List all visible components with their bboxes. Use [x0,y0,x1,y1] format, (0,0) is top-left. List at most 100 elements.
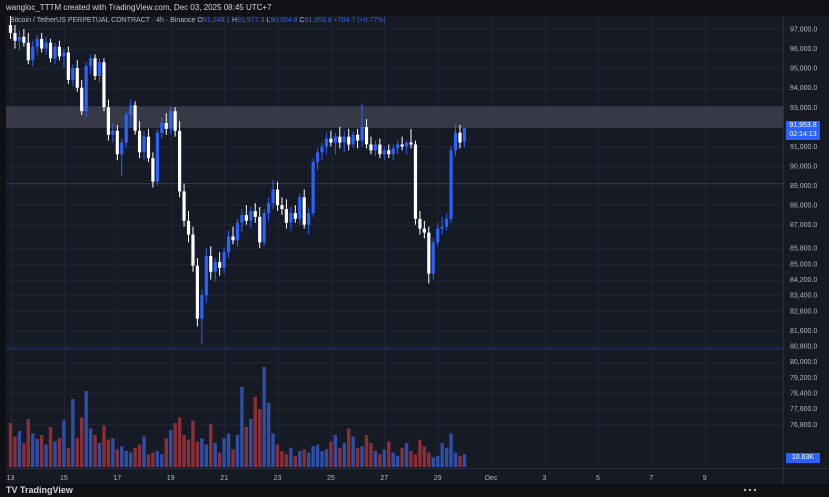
volume-bar [226,433,231,467]
volume-bar [8,423,13,467]
volume-bar [186,439,191,467]
candle-body [458,132,462,143]
volume-bar [458,455,462,467]
volume-bar [93,435,97,467]
volume-bar [320,451,324,467]
candle-body [360,126,364,141]
low-value: 90,954.8 [270,17,298,24]
volume-bar [164,438,168,467]
candle-body [315,152,320,163]
volume-bar [66,447,71,467]
axis-corner [783,468,829,485]
candle-body [436,228,440,243]
price-tick-label: 85,000.0 [790,261,817,268]
resistance-zone [6,106,783,128]
chart-legend: Bitcoin / TetherUS PERPETUAL CONTRACT · … [10,17,386,24]
time-tick-label: 13 [7,475,15,482]
volume-bar [449,433,453,467]
candle-body [160,122,164,133]
candle-body [31,46,35,61]
volume-bar [453,452,458,467]
candle-body [338,136,342,143]
volume-bar [298,451,302,467]
volume-bar [338,447,342,467]
candle-body [142,136,146,153]
price-tick-label: 88,000.0 [790,203,817,210]
candle-body [249,211,253,221]
volume-bar [253,396,257,467]
price-tick-label: 80,000.0 [790,359,817,366]
candle-body [53,46,57,59]
candle-body [311,162,315,213]
volume-bar [200,438,204,467]
time-tick-label: 5 [596,475,600,482]
volume-bar [173,423,177,467]
volume-bar [142,436,146,467]
price-tick-label: 82,600.0 [790,308,817,315]
volume-bar [289,447,293,467]
time-tick-label: 19 [167,475,175,482]
menu-dots-icon[interactable] [743,486,757,494]
time-tick-label: 27 [380,475,388,482]
volume-bar [26,419,31,467]
chart-pane[interactable]: Bitcoin / TetherUS PERPETUAL CONTRACT · … [6,16,783,468]
tradingview-brand: TV TradingView [6,485,73,495]
candle-body [271,189,275,204]
volume-bar [75,438,79,467]
candle-body [329,138,333,143]
volume-bar [342,443,346,467]
candle-body [364,126,369,145]
price-axis[interactable]: 97,000.0 96,000.0 95,000.0 94,000.0 93,000.0… [783,16,829,468]
time-tick-label: 3 [543,475,547,482]
time-tick-label: 23 [274,475,282,482]
volume-bar [404,443,409,467]
volume-bar [48,427,53,467]
volume-bar [440,443,444,467]
volume-bar [35,439,39,467]
volume-bar [146,454,151,467]
candle-body [151,158,155,182]
volume-bar [106,439,111,467]
candle-body [418,218,422,229]
candle-body [231,236,235,241]
volume-bar [213,443,217,467]
bar-countdown-tag: 02:14:13 [786,130,820,140]
volume-bar [160,454,164,467]
price-tick-label: 85,800.0 [790,246,817,253]
candle-body [235,222,240,241]
candle-body [62,52,66,57]
volume-bar [395,455,400,467]
volume-bar [209,423,213,467]
candle-body [8,25,13,33]
time-axis[interactable]: 13 15 17 19 21 23 25 27 29 Dec 3 5 7 9 [6,468,783,485]
volume-bar [329,441,333,467]
candle-body [222,252,226,268]
candle-body [111,130,115,135]
volume-bar [293,455,298,467]
volume-bar [444,447,449,467]
candle-body [35,38,39,47]
volume-bar [378,454,382,467]
candle-body [173,111,177,131]
footer-bar: TV TradingView [0,484,829,497]
price-tick-label: 89,000.0 [790,183,817,190]
candle-body [133,105,137,131]
candle-body [431,242,435,274]
price-tick-label: 81,600.0 [790,328,817,335]
low-label: L [266,17,271,24]
volume-bar [191,420,195,467]
candle-body [84,66,88,112]
time-tick-label: 29 [434,475,442,482]
candle-body [382,150,386,155]
time-tick-label: 15 [60,475,68,482]
volume-bar [182,435,186,467]
volume-bar [120,446,124,467]
open-value: 91,249.1 [202,17,231,24]
candle-body [396,144,400,149]
volume-bar [137,444,142,467]
candle-body [275,189,280,206]
price-tick-label: 97,000.0 [790,27,817,34]
candle-body [66,52,70,80]
volume-bar [462,454,467,467]
volume-bar [369,443,373,467]
